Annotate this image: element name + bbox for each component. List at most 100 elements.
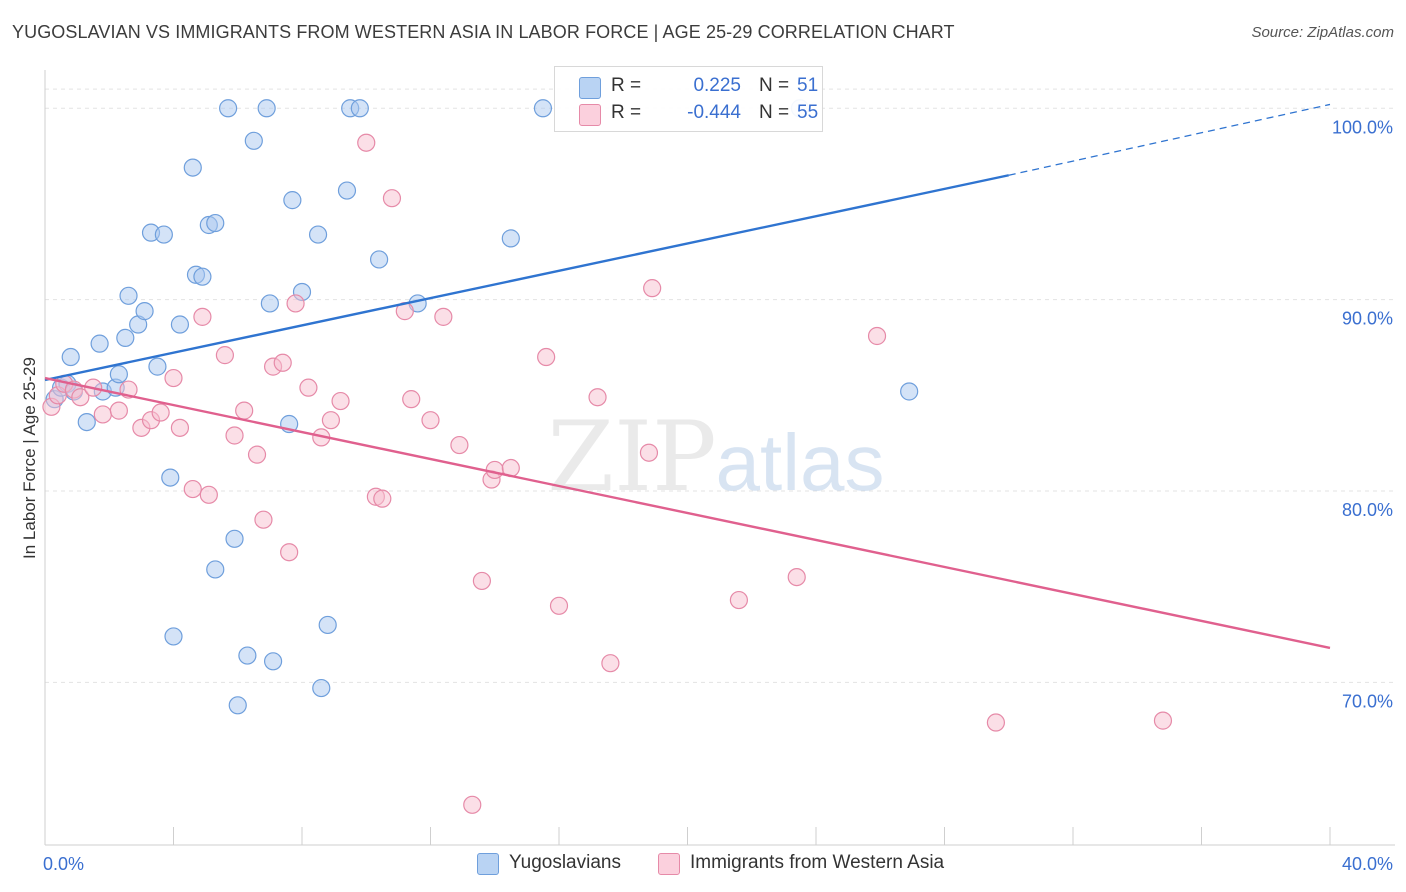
point-yugoslavians [135,302,154,321]
source-credit: Source: ZipAtlas.com [1251,24,1394,41]
point-yugoslavians [337,181,357,200]
point-western-asia [434,307,453,326]
gridlines [45,88,1395,683]
point-yugoslavians [219,99,238,118]
point-yugoslavians [90,334,109,353]
point-yugoslavians [116,328,135,348]
point-yugoslavians [900,382,919,401]
legend-swatch-pink [658,853,680,875]
point-western-asia [402,390,421,409]
data-points [42,99,1173,814]
point-yugoslavians [244,131,263,150]
point-western-asia [280,543,299,562]
chart-title: YUGOSLAVIAN VS IMMIGRANTS FROM WESTERN A… [12,22,955,42]
point-yugoslavians [183,158,202,177]
point-western-asia [787,567,806,587]
legend-label: Yugoslavians [509,852,621,873]
point-yugoslavians [501,229,520,248]
point-western-asia [93,405,112,424]
point-western-asia [273,353,292,372]
tick-labels: 70.0% 80.0% 90.0% 100.0% 0.0% 40.0% [43,117,1393,874]
y-tick-label: 100.0% [1332,117,1393,137]
point-western-asia [472,571,491,591]
point-yugoslavians [260,294,279,313]
point-western-asia [450,435,469,455]
point-yugoslavians [308,225,328,244]
point-western-asia [193,307,212,326]
trend-lines [44,103,1331,650]
point-yugoslavians [170,315,190,334]
point-western-asia [601,654,620,673]
point-yugoslavians [533,99,553,118]
point-western-asia [373,489,392,508]
point-western-asia [321,411,341,430]
x-tick-label: 40.0% [1342,854,1393,874]
point-western-asia [485,460,504,480]
point-yugoslavians [350,99,369,118]
point-western-asia [357,133,376,152]
correlation-legend: R = 0.225 N = 51 R = -0.444 N = 55 [554,66,823,132]
point-western-asia [382,189,402,208]
point-yugoslavians [193,267,212,286]
point-western-asia [286,294,305,313]
axes [44,70,1395,846]
legend-swatch-blue [579,77,601,99]
point-western-asia [588,388,607,407]
point-yugoslavians [318,615,337,635]
trend-line-yugoslavians [44,174,1009,382]
point-yugoslavians [61,347,80,367]
point-yugoslavians [283,191,302,210]
y-tick-label: 70.0% [1342,691,1393,711]
point-yugoslavians [148,357,167,376]
point-western-asia [151,403,170,422]
point-western-asia [639,443,659,462]
point-yugoslavians [206,213,225,233]
point-yugoslavians [257,99,276,118]
point-western-asia [643,279,662,298]
point-western-asia [170,418,190,437]
legend-n-value: 55 [797,102,819,123]
legend-r-label: R = [611,102,642,123]
point-western-asia [729,590,749,610]
point-yugoslavians [225,529,244,548]
legend-n-label: N = [759,75,790,96]
watermark-zip: ZIP [547,401,716,513]
point-western-asia [299,378,318,397]
point-western-asia [867,326,887,346]
point-western-asia [71,388,90,407]
point-yugoslavians [164,627,183,646]
point-yugoslavians [370,250,389,269]
point-western-asia [225,426,244,445]
point-yugoslavians [109,365,128,384]
watermark: ZIP atlas [547,401,884,513]
point-yugoslavians [119,286,138,305]
point-yugoslavians [238,646,257,665]
point-western-asia [235,401,254,420]
legend-r-value: 0.225 [693,75,741,96]
point-western-asia [247,445,267,464]
point-western-asia [537,347,556,367]
point-western-asia [215,346,234,365]
legend-r-value: -0.444 [687,102,741,123]
legend-swatch-blue [477,853,499,875]
legend-label: Immigrants from Western Asia [690,852,945,873]
watermark-atlas: atlas [716,418,885,507]
legend-r-label: R = [611,75,642,96]
point-western-asia [331,391,350,411]
legend-n-label: N = [759,102,790,123]
point-western-asia [1153,711,1173,730]
point-western-asia [986,713,1006,732]
point-yugoslavians [154,225,173,244]
point-western-asia [549,596,569,615]
y-tick-label: 80.0% [1342,500,1393,520]
point-western-asia [183,479,202,499]
legend-n-value: 51 [797,75,819,96]
y-tick-label: 90.0% [1342,309,1393,329]
point-yugoslavians [228,696,247,715]
point-yugoslavians [312,678,331,698]
x-tick-label: 0.0% [43,854,84,874]
point-yugoslavians [77,412,96,432]
legend-swatch-pink [579,104,601,126]
trend-line-western-asia [44,376,1331,650]
point-western-asia [254,510,273,529]
